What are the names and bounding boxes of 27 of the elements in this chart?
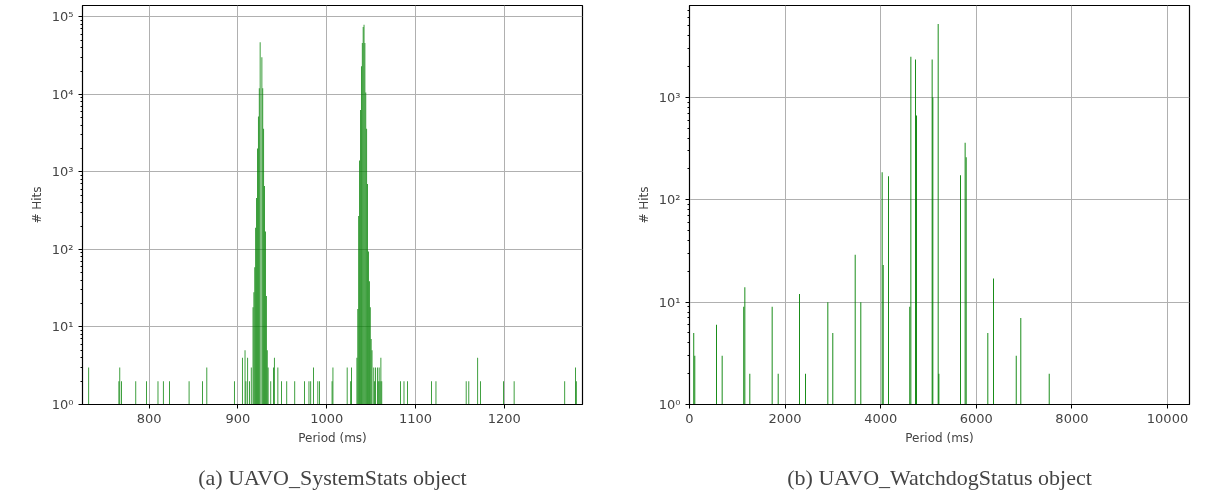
y-tick-label: 10⁰ (51, 397, 74, 412)
y-axis-title: # Hits (29, 186, 44, 224)
x-axis-title: Period (ms) (298, 430, 367, 445)
text: (b) UAVO_WatchdogStatus object (787, 464, 1092, 490)
x-tick-label: 4000 (864, 410, 898, 426)
x-tick-label: 1100 (399, 410, 433, 426)
y-tick-label: 10⁵ (51, 9, 74, 25)
x-tick-label: 8000 (1055, 410, 1089, 426)
x-tick-label: 0 (685, 410, 694, 426)
text: (a) UAVO_SystemStats object (198, 464, 467, 490)
y-tick-label: 10⁴ (51, 86, 74, 102)
x-tick-label: 6000 (959, 410, 993, 426)
x-tick-label: 10000 (1146, 410, 1189, 426)
x-tick-label: 1000 (310, 410, 344, 426)
y-tick-label: 10¹ (658, 294, 681, 310)
y-tick-label: 10¹ (51, 319, 74, 335)
x-axis-title: Period (ms) (905, 430, 974, 445)
y-tick-label: 10² (658, 192, 681, 208)
x-tick-label: 1200 (487, 410, 521, 426)
y-axis-title: # Hits (636, 186, 651, 224)
y-tick-label: 10² (51, 241, 74, 257)
y-tick-label: 10³ (51, 164, 74, 180)
x-tick-label: 800 (136, 410, 162, 426)
y-tick-label: 10⁰ (658, 397, 681, 412)
y-tick-label: 10³ (658, 89, 681, 105)
x-tick-label: 2000 (768, 410, 802, 426)
x-tick-label: 900 (225, 410, 251, 426)
